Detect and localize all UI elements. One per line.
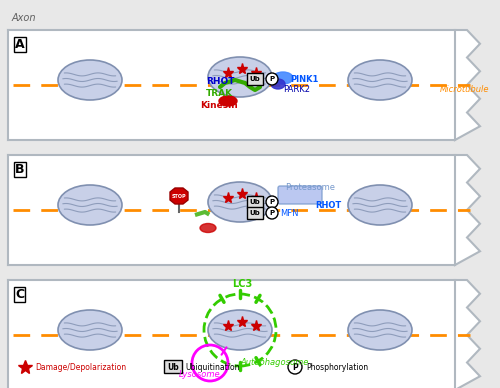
Polygon shape <box>170 188 188 204</box>
Text: Kinesin: Kinesin <box>200 100 238 109</box>
Text: Phosphorylation: Phosphorylation <box>306 362 368 371</box>
Ellipse shape <box>208 57 272 97</box>
Text: TRAK: TRAK <box>206 88 233 97</box>
Text: B: B <box>15 163 24 176</box>
Text: P: P <box>270 210 274 216</box>
Text: P: P <box>270 76 274 82</box>
Ellipse shape <box>348 60 412 100</box>
FancyBboxPatch shape <box>247 207 263 219</box>
FancyBboxPatch shape <box>278 186 322 204</box>
Text: Ub: Ub <box>250 199 260 205</box>
Circle shape <box>266 73 278 85</box>
Text: Autophagosome: Autophagosome <box>241 358 309 367</box>
FancyBboxPatch shape <box>247 196 263 208</box>
Text: RHOT: RHOT <box>206 78 234 87</box>
Polygon shape <box>8 155 455 265</box>
FancyBboxPatch shape <box>164 360 182 373</box>
Ellipse shape <box>208 182 272 222</box>
Circle shape <box>266 196 278 208</box>
Text: PARK2: PARK2 <box>283 85 310 95</box>
Text: RHOT: RHOT <box>315 201 341 210</box>
Text: Ubiquitination: Ubiquitination <box>185 362 240 371</box>
FancyBboxPatch shape <box>247 73 263 85</box>
Text: A: A <box>15 38 24 51</box>
Polygon shape <box>8 30 455 140</box>
Text: P: P <box>292 362 298 371</box>
Polygon shape <box>455 155 480 265</box>
Polygon shape <box>455 280 480 388</box>
Text: Axon: Axon <box>12 13 36 23</box>
Ellipse shape <box>58 185 122 225</box>
Ellipse shape <box>200 223 216 232</box>
Text: Ub: Ub <box>250 76 260 82</box>
Text: Microtubule: Microtubule <box>440 85 490 95</box>
Ellipse shape <box>58 60 122 100</box>
Circle shape <box>266 207 278 219</box>
Text: Lysosome: Lysosome <box>179 370 221 379</box>
Text: STOP: STOP <box>172 194 186 199</box>
Text: Ub: Ub <box>250 210 260 216</box>
Ellipse shape <box>208 310 272 350</box>
Text: C: C <box>15 288 24 301</box>
Ellipse shape <box>58 310 122 350</box>
Ellipse shape <box>271 79 285 89</box>
Ellipse shape <box>219 96 237 106</box>
Polygon shape <box>8 280 455 388</box>
Text: PINK1: PINK1 <box>290 76 318 85</box>
Ellipse shape <box>348 185 412 225</box>
Text: Proteasome: Proteasome <box>285 184 335 192</box>
Ellipse shape <box>273 72 293 84</box>
Text: LC3: LC3 <box>232 279 252 289</box>
Ellipse shape <box>348 310 412 350</box>
Text: Ub: Ub <box>167 362 179 371</box>
Text: MFN: MFN <box>280 208 298 218</box>
Text: P: P <box>270 199 274 205</box>
Polygon shape <box>455 30 480 140</box>
Text: Damage/Depolarization: Damage/Depolarization <box>35 362 126 371</box>
Circle shape <box>288 360 302 374</box>
